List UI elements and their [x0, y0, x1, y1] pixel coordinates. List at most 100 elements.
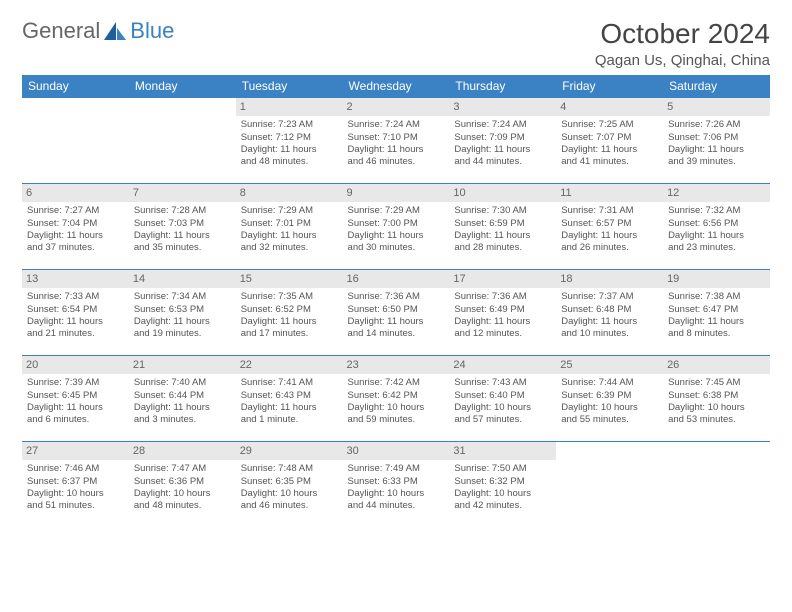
daylight-text: Daylight: 11 hours: [561, 230, 658, 242]
day-cell: 5Sunrise: 7:26 AMSunset: 7:06 PMDaylight…: [663, 98, 770, 184]
daylight-text: Daylight: 10 hours: [27, 488, 124, 500]
day-cell: 12Sunrise: 7:32 AMSunset: 6:56 PMDayligh…: [663, 184, 770, 270]
day-cell: 1Sunrise: 7:23 AMSunset: 7:12 PMDaylight…: [236, 98, 343, 184]
day-cell: 25Sunrise: 7:44 AMSunset: 6:39 PMDayligh…: [556, 356, 663, 442]
week-row: 6Sunrise: 7:27 AMSunset: 7:04 PMDaylight…: [22, 184, 770, 270]
sunset-text: Sunset: 6:39 PM: [561, 390, 658, 402]
day-cell: 11Sunrise: 7:31 AMSunset: 6:57 PMDayligh…: [556, 184, 663, 270]
daylight-text: and 57 minutes.: [454, 414, 551, 426]
day-number: 22: [236, 356, 343, 374]
day-number: 28: [129, 442, 236, 460]
sunrise-text: Sunrise: 7:24 AM: [348, 119, 445, 131]
dayname-fri: Friday: [556, 75, 663, 98]
sunset-text: Sunset: 6:45 PM: [27, 390, 124, 402]
daylight-text: and 51 minutes.: [27, 500, 124, 512]
daylight-text: and 26 minutes.: [561, 242, 658, 254]
sunrise-text: Sunrise: 7:49 AM: [348, 463, 445, 475]
daylight-text: and 44 minutes.: [348, 500, 445, 512]
daylight-text: and 46 minutes.: [241, 500, 338, 512]
day-cell: 31Sunrise: 7:50 AMSunset: 6:32 PMDayligh…: [449, 442, 556, 528]
day-cell: 10Sunrise: 7:30 AMSunset: 6:59 PMDayligh…: [449, 184, 556, 270]
daylight-text: Daylight: 10 hours: [241, 488, 338, 500]
sunrise-text: Sunrise: 7:41 AM: [241, 377, 338, 389]
sunrise-text: Sunrise: 7:28 AM: [134, 205, 231, 217]
logo-text-general: General: [22, 18, 100, 44]
sunset-text: Sunset: 7:01 PM: [241, 218, 338, 230]
day-cell: 20Sunrise: 7:39 AMSunset: 6:45 PMDayligh…: [22, 356, 129, 442]
daylight-text: Daylight: 10 hours: [668, 402, 765, 414]
sunset-text: Sunset: 6:47 PM: [668, 304, 765, 316]
daylight-text: Daylight: 10 hours: [454, 402, 551, 414]
sunrise-text: Sunrise: 7:29 AM: [241, 205, 338, 217]
day-number: 30: [343, 442, 450, 460]
calendar-table: Sunday Monday Tuesday Wednesday Thursday…: [22, 75, 770, 528]
day-number: 3: [449, 98, 556, 116]
sunset-text: Sunset: 6:48 PM: [561, 304, 658, 316]
day-number: 27: [22, 442, 129, 460]
day-number: 6: [22, 184, 129, 202]
day-number: 17: [449, 270, 556, 288]
sunset-text: Sunset: 7:06 PM: [668, 132, 765, 144]
sunrise-text: Sunrise: 7:29 AM: [348, 205, 445, 217]
day-number: 31: [449, 442, 556, 460]
daylight-text: and 48 minutes.: [134, 500, 231, 512]
sunrise-text: Sunrise: 7:24 AM: [454, 119, 551, 131]
day-cell: 26Sunrise: 7:45 AMSunset: 6:38 PMDayligh…: [663, 356, 770, 442]
sunset-text: Sunset: 7:07 PM: [561, 132, 658, 144]
day-cell: [22, 98, 129, 184]
daylight-text: Daylight: 11 hours: [348, 230, 445, 242]
daylight-text: and 48 minutes.: [241, 156, 338, 168]
location: Qagan Us, Qinghai, China: [595, 52, 770, 69]
month-title: October 2024: [595, 18, 770, 50]
day-cell: 9Sunrise: 7:29 AMSunset: 7:00 PMDaylight…: [343, 184, 450, 270]
daylight-text: and 12 minutes.: [454, 328, 551, 340]
logo-sail-icon: [102, 20, 128, 42]
day-number: 21: [129, 356, 236, 374]
daylight-text: Daylight: 11 hours: [241, 316, 338, 328]
day-cell: 6Sunrise: 7:27 AMSunset: 7:04 PMDaylight…: [22, 184, 129, 270]
day-cell: [663, 442, 770, 528]
sunset-text: Sunset: 6:53 PM: [134, 304, 231, 316]
sunset-text: Sunset: 6:44 PM: [134, 390, 231, 402]
sunrise-text: Sunrise: 7:45 AM: [668, 377, 765, 389]
daylight-text: and 23 minutes.: [668, 242, 765, 254]
sunrise-text: Sunrise: 7:36 AM: [454, 291, 551, 303]
sunset-text: Sunset: 6:50 PM: [348, 304, 445, 316]
day-cell: 30Sunrise: 7:49 AMSunset: 6:33 PMDayligh…: [343, 442, 450, 528]
dayname-mon: Monday: [129, 75, 236, 98]
sunset-text: Sunset: 7:10 PM: [348, 132, 445, 144]
sunrise-text: Sunrise: 7:38 AM: [668, 291, 765, 303]
sunrise-text: Sunrise: 7:50 AM: [454, 463, 551, 475]
daylight-text: Daylight: 11 hours: [134, 316, 231, 328]
sunrise-text: Sunrise: 7:39 AM: [27, 377, 124, 389]
sunrise-text: Sunrise: 7:48 AM: [241, 463, 338, 475]
day-number: 9: [343, 184, 450, 202]
sunset-text: Sunset: 7:03 PM: [134, 218, 231, 230]
daylight-text: and 59 minutes.: [348, 414, 445, 426]
dayname-tue: Tuesday: [236, 75, 343, 98]
daylight-text: Daylight: 11 hours: [348, 144, 445, 156]
daylight-text: Daylight: 11 hours: [241, 402, 338, 414]
daylight-text: and 46 minutes.: [348, 156, 445, 168]
sunset-text: Sunset: 6:57 PM: [561, 218, 658, 230]
day-cell: 24Sunrise: 7:43 AMSunset: 6:40 PMDayligh…: [449, 356, 556, 442]
sunset-text: Sunset: 6:56 PM: [668, 218, 765, 230]
sunset-text: Sunset: 7:04 PM: [27, 218, 124, 230]
sunrise-text: Sunrise: 7:37 AM: [561, 291, 658, 303]
daylight-text: and 44 minutes.: [454, 156, 551, 168]
day-number: 26: [663, 356, 770, 374]
day-cell: 4Sunrise: 7:25 AMSunset: 7:07 PMDaylight…: [556, 98, 663, 184]
sunset-text: Sunset: 6:36 PM: [134, 476, 231, 488]
day-number: 18: [556, 270, 663, 288]
week-row: 20Sunrise: 7:39 AMSunset: 6:45 PMDayligh…: [22, 356, 770, 442]
sunset-text: Sunset: 6:52 PM: [241, 304, 338, 316]
day-cell: 15Sunrise: 7:35 AMSunset: 6:52 PMDayligh…: [236, 270, 343, 356]
sunset-text: Sunset: 6:37 PM: [27, 476, 124, 488]
day-cell: 16Sunrise: 7:36 AMSunset: 6:50 PMDayligh…: [343, 270, 450, 356]
day-cell: 8Sunrise: 7:29 AMSunset: 7:01 PMDaylight…: [236, 184, 343, 270]
week-row: 27Sunrise: 7:46 AMSunset: 6:37 PMDayligh…: [22, 442, 770, 528]
day-cell: 29Sunrise: 7:48 AMSunset: 6:35 PMDayligh…: [236, 442, 343, 528]
daylight-text: Daylight: 11 hours: [241, 144, 338, 156]
dayname-row: Sunday Monday Tuesday Wednesday Thursday…: [22, 75, 770, 98]
sunrise-text: Sunrise: 7:26 AM: [668, 119, 765, 131]
